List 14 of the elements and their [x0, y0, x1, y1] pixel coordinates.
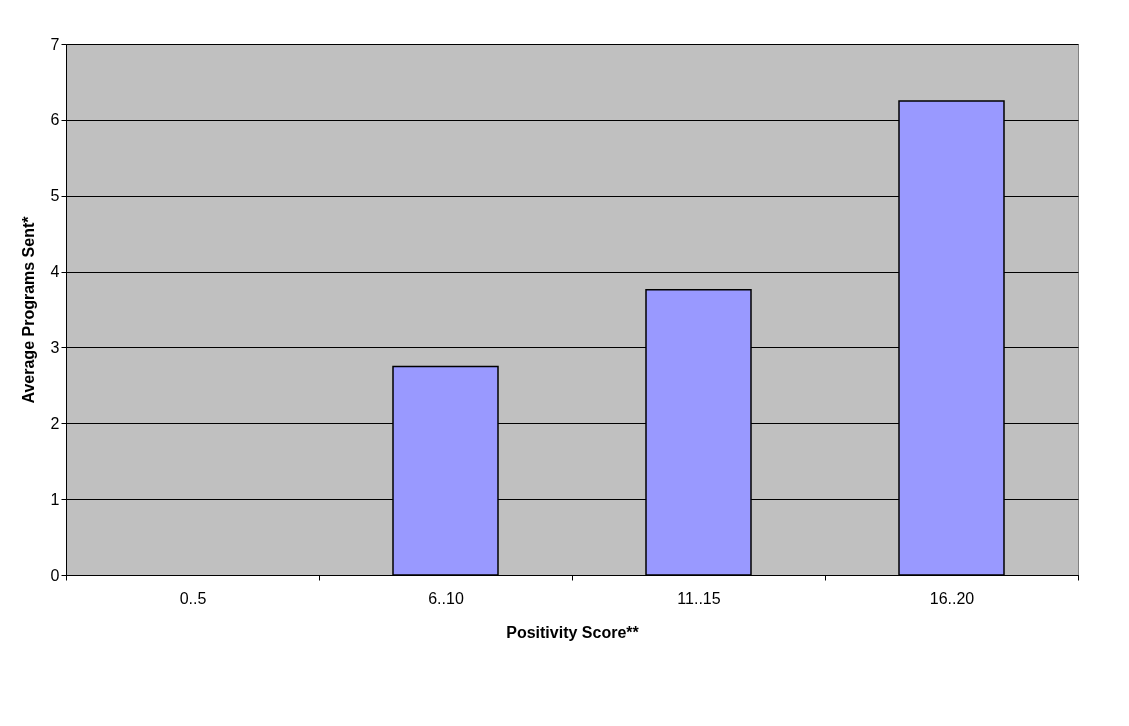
x-tick-label: 11..15	[677, 589, 721, 607]
x-tick-label: 6..10	[428, 589, 464, 607]
x-tick-label: 0..5	[179, 589, 207, 607]
y-tick-label: 6	[50, 111, 60, 129]
y-tick-label: 7	[50, 35, 60, 53]
y-tick-label: 2	[50, 414, 60, 432]
y-tick-label: 3	[50, 338, 60, 356]
y-tick-label: 5	[50, 187, 60, 205]
y-axis-title: Average Programs Sent*	[19, 215, 37, 404]
y-tick-label: 1	[50, 490, 60, 508]
x-tick-label: 16..20	[929, 589, 975, 607]
x-axis-title: Positivity Score**	[506, 623, 640, 641]
y-tick-label: 4	[50, 263, 60, 281]
y-tick-label: 0	[50, 566, 60, 584]
